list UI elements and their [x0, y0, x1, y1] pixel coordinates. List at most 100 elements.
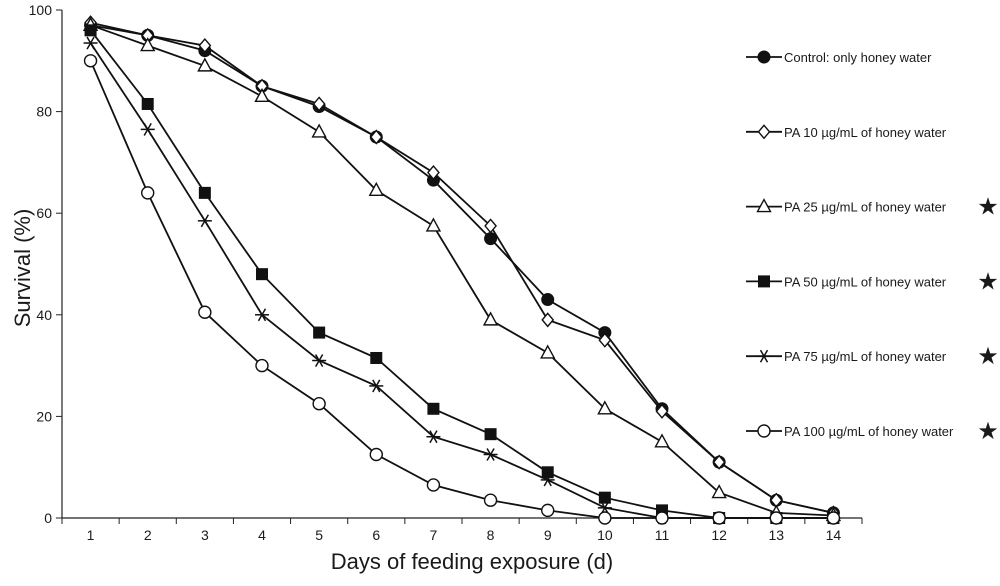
significance-star-icon: ★	[977, 418, 999, 445]
significance-star-icon: ★	[977, 343, 999, 370]
data-point	[140, 37, 156, 52]
series-6	[83, 54, 841, 525]
y-tick-label: 0	[44, 510, 52, 526]
significance-star-icon: ★	[977, 268, 999, 295]
legend-item-2: PA 10 µg/mL of honey water	[746, 124, 947, 140]
data-point	[540, 344, 556, 359]
y-tick-label: 60	[36, 205, 52, 221]
y-tick-label: 40	[36, 307, 52, 323]
legend-marker	[757, 349, 771, 363]
data-point	[311, 123, 327, 138]
data-point	[541, 293, 555, 307]
x-tick-label: 2	[144, 527, 152, 543]
x-tick-label: 4	[258, 527, 266, 543]
data-point	[484, 428, 497, 441]
data-point	[655, 403, 669, 419]
legend-label: Control: only honey water	[784, 50, 932, 65]
x-tick-label: 11	[655, 527, 670, 543]
data-point	[140, 122, 155, 136]
data-point	[426, 430, 441, 444]
legend-marker	[757, 124, 771, 140]
x-tick-label: 10	[597, 527, 613, 543]
data-point	[141, 97, 154, 110]
y-tick-label: 80	[36, 104, 52, 120]
x-axis-title: Days of feeding exposure (d)	[331, 549, 614, 574]
legend-marker	[757, 50, 771, 64]
y-tick-label: 20	[36, 408, 52, 424]
legend-item-5: PA 75 µg/mL of honey water ★	[746, 343, 999, 370]
data-point	[655, 511, 669, 525]
x-tick-label: 13	[768, 527, 784, 543]
series-line	[90, 21, 834, 514]
x-tick-label: 9	[544, 527, 552, 543]
x-tick-label: 5	[315, 527, 323, 543]
data-point	[483, 493, 498, 507]
data-point	[83, 36, 98, 50]
series-line	[90, 24, 834, 514]
data-point	[427, 164, 440, 181]
data-point	[198, 37, 212, 54]
data-point	[484, 218, 497, 234]
legend-label: PA 50 µg/mL of honey water	[784, 274, 947, 289]
x-tick-label: 6	[372, 527, 380, 543]
legend-item-4: PA 50 µg/mL of honey water ★	[746, 268, 999, 295]
data-point	[483, 448, 498, 461]
series-line	[89, 42, 834, 519]
data-point	[541, 312, 555, 328]
data-point	[198, 186, 211, 199]
series-1	[84, 18, 840, 520]
data-point	[312, 96, 326, 112]
data-point	[712, 454, 726, 470]
legend-item-1: Control: only honey water	[746, 50, 932, 65]
x-tick-label: 7	[430, 527, 438, 543]
series-line	[89, 60, 834, 519]
data-point	[541, 503, 555, 518]
legend-marker	[758, 275, 770, 288]
legend-item-3: PA 25 µg/mL of honey water ★	[746, 194, 999, 221]
y-tick-label: 100	[29, 2, 53, 18]
data-point	[769, 511, 783, 525]
data-point	[83, 54, 98, 68]
data-point	[369, 129, 383, 145]
data-point	[597, 400, 613, 415]
data-point	[711, 484, 727, 499]
data-point	[425, 217, 442, 232]
data-point	[198, 305, 212, 319]
x-tick-label: 3	[201, 527, 209, 543]
data-point	[255, 358, 269, 373]
legend-label: PA 25 µg/mL of honey water	[784, 200, 947, 215]
data-point	[369, 379, 384, 393]
series-2	[84, 15, 840, 521]
data-point	[368, 181, 384, 197]
data-point	[427, 402, 440, 415]
data-point	[598, 491, 611, 504]
data-point	[312, 397, 326, 411]
legend-marker	[757, 424, 771, 438]
legend-label: PA 75 µg/mL of honey water	[784, 349, 947, 364]
series-layer	[82, 15, 842, 525]
x-tick-label: 8	[487, 527, 495, 543]
legend-item-6: PA 100 µg/mL of honey water ★	[746, 418, 999, 445]
data-point	[826, 511, 841, 525]
data-point	[84, 24, 97, 37]
data-point	[141, 186, 155, 200]
x-tick-label: 12	[711, 527, 727, 543]
series-line	[90, 24, 834, 517]
series-line	[89, 29, 834, 519]
data-point	[369, 447, 383, 462]
data-point	[426, 478, 441, 492]
data-point	[541, 466, 554, 479]
legend-label: PA 10 µg/mL of honey water	[784, 125, 947, 140]
legend: Control: only honey water PA 10 µg/mL of …	[746, 50, 999, 445]
data-point	[313, 326, 326, 339]
data-point	[482, 311, 499, 326]
data-point	[598, 332, 612, 348]
legend-label: PA 100 µg/mL of honey water	[784, 424, 954, 439]
data-point	[540, 473, 555, 487]
data-point	[255, 308, 269, 322]
significance-star-icon: ★	[977, 194, 999, 221]
data-point	[712, 511, 726, 525]
